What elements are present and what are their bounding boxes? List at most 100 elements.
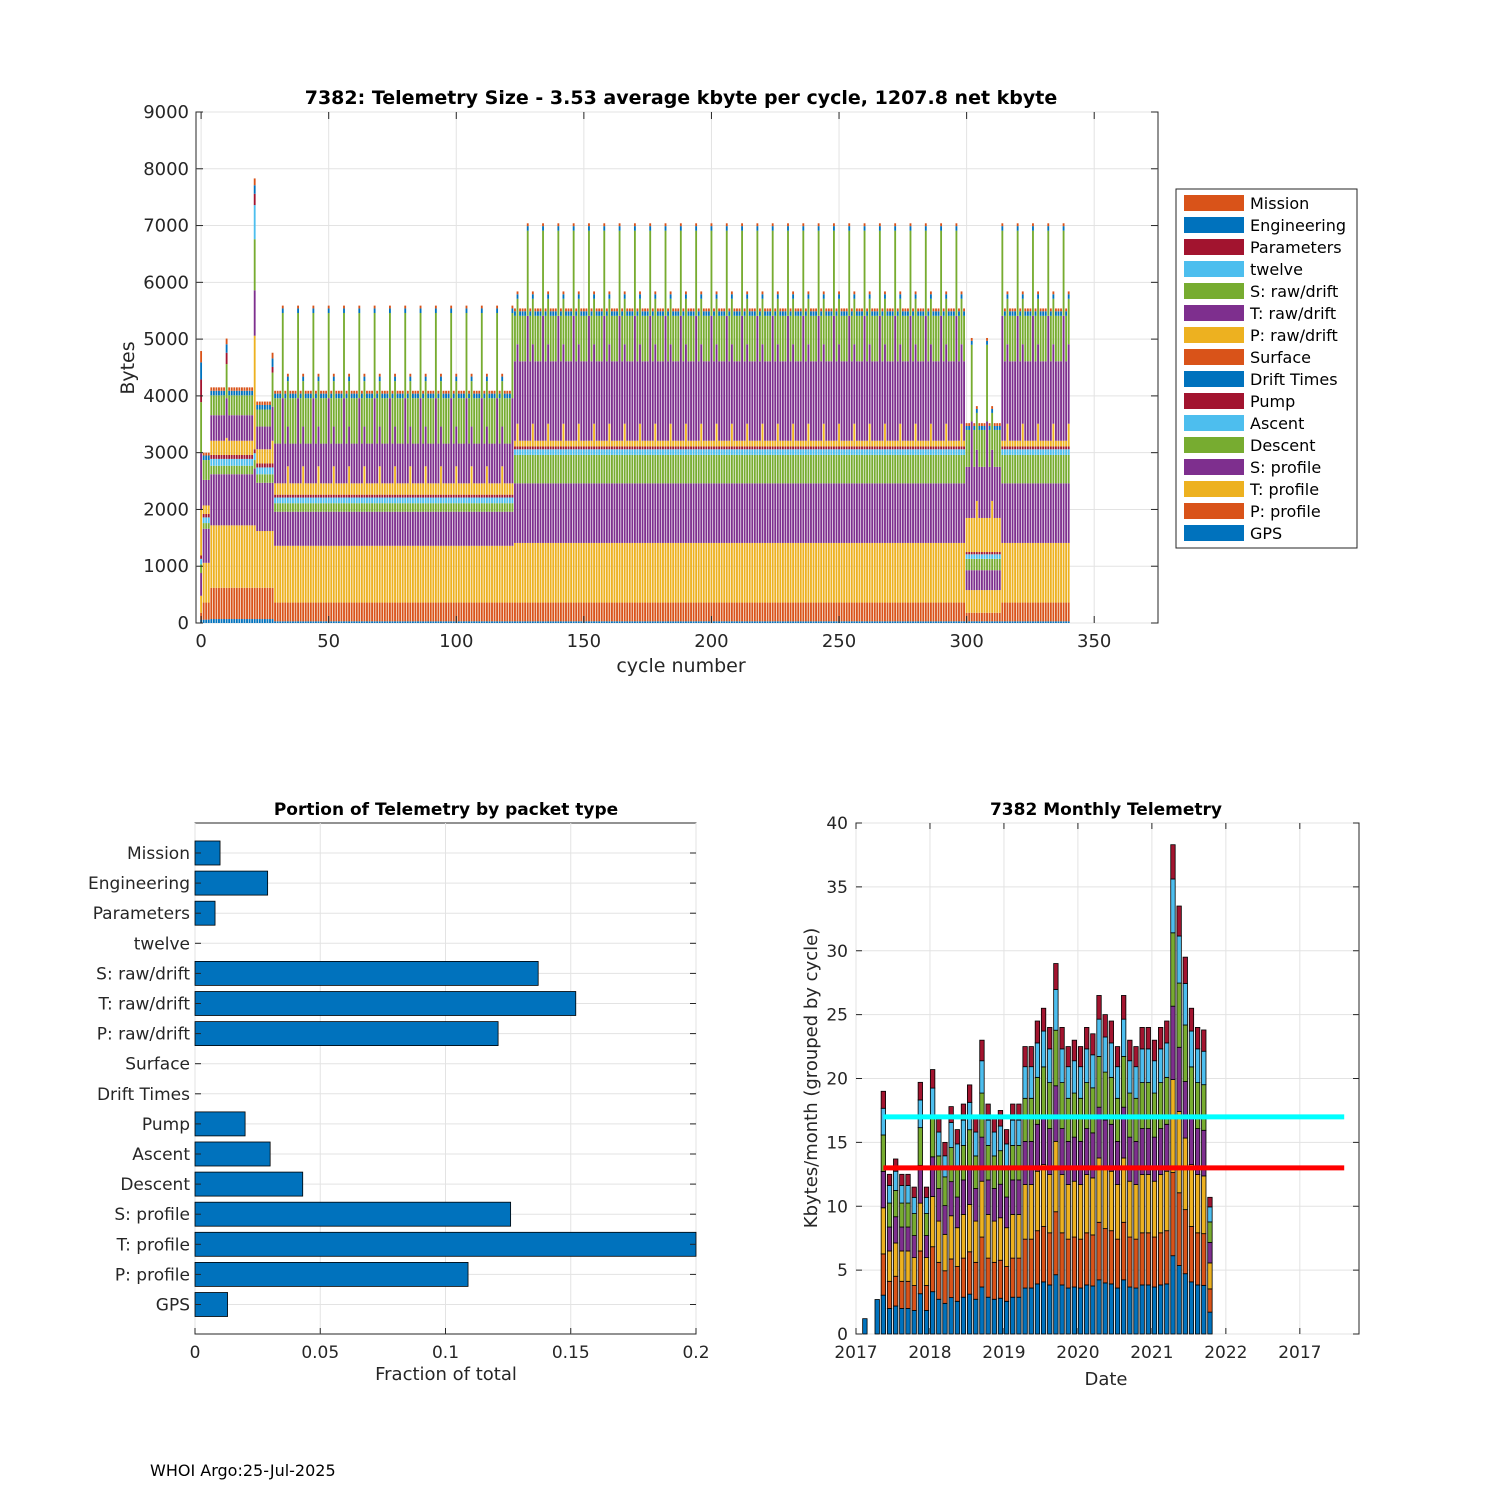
- cycle-bar-segment: [307, 602, 310, 622]
- cycle-bar-segment: [325, 497, 328, 504]
- cycle-bar-segment: [981, 590, 983, 613]
- cycle-bar-segment: [988, 466, 991, 518]
- cycle-bar-segment: [529, 308, 532, 312]
- cycle-bar-segment: [843, 454, 846, 484]
- monthly-bar-segment: [973, 1220, 979, 1263]
- monthly-bar-segment: [967, 1204, 973, 1253]
- monthly-bar-segment: [1047, 1082, 1053, 1129]
- cycle-bar-segment: [373, 602, 376, 622]
- cycle-bar-segment: [891, 449, 894, 455]
- cycle-bar-segment: [797, 454, 800, 484]
- cycle-bar-segment: [386, 494, 389, 498]
- cycle-bar-segment: [1060, 542, 1062, 603]
- cycle-bar-segment: [366, 398, 368, 444]
- cycle-bar-segment: [664, 226, 667, 231]
- portion-bar: [194, 1171, 304, 1197]
- monthly-ytick-label: 35: [826, 878, 848, 898]
- cycle-bar-segment: [552, 361, 555, 441]
- cycle-bar-segment: [797, 446, 800, 450]
- cycle-bar-segment: [981, 621, 983, 623]
- cycle-bar-segment: [853, 621, 856, 623]
- cycle-bar-segment: [690, 315, 692, 362]
- cycle-bar-segment: [424, 376, 427, 382]
- cycle-bar-segment: [656, 311, 659, 316]
- cycle-bar-segment: [840, 446, 843, 450]
- cycle-bar-segment: [411, 390, 414, 394]
- cycle-bar-segment: [623, 483, 626, 543]
- cycle-bar-segment: [289, 545, 292, 603]
- cycle-bar-segment: [256, 531, 259, 588]
- cycle-bar-segment: [355, 443, 358, 484]
- cycle-bar-segment: [251, 415, 254, 441]
- cycle-bar-segment: [945, 344, 948, 424]
- cycle-bar-segment: [644, 361, 647, 441]
- cycle-bar-segment: [789, 602, 792, 622]
- legend-swatch: [1184, 261, 1244, 277]
- cycle-bar-segment: [960, 602, 963, 622]
- cycle-bar-segment: [937, 361, 940, 441]
- cycle-bar-segment: [662, 483, 664, 543]
- cycle-bar-segment: [590, 621, 593, 623]
- cycle-bar-segment: [830, 621, 833, 623]
- cycle-bar-segment: [697, 449, 700, 455]
- cycle-bar-segment: [266, 409, 269, 427]
- cycle-bar-segment: [651, 454, 654, 484]
- cycle-bar-segment: [235, 415, 238, 441]
- legend-label: Pump: [1250, 392, 1295, 411]
- cycle-bar-segment: [1034, 542, 1037, 603]
- cycle-bar-segment: [524, 311, 527, 316]
- cycle-bar-segment: [565, 602, 567, 622]
- cycle-bar-segment: [876, 315, 879, 362]
- cycle-bar-segment: [618, 446, 621, 450]
- cycle-bar-segment: [292, 398, 294, 444]
- cycle-bar-segment: [557, 542, 560, 603]
- cycle-bar-segment: [353, 494, 356, 498]
- cycle-bar-segment: [1024, 361, 1027, 441]
- cycle-bar-segment: [669, 291, 672, 295]
- cycle-bar-segment: [896, 454, 899, 484]
- cycle-bar-segment: [302, 373, 305, 377]
- monthly-bar-segment: [1065, 1046, 1071, 1068]
- cycle-bar-segment: [677, 542, 680, 603]
- cycle-bar-segment: [373, 308, 376, 313]
- cycle-bar-segment: [590, 311, 593, 316]
- monthly-bar-segment: [942, 1233, 948, 1272]
- cycle-bar-segment: [919, 308, 922, 312]
- cycle-bar-segment: [473, 602, 476, 622]
- cycle-bar-segment: [577, 344, 580, 424]
- cycle-bar-segment: [978, 590, 981, 613]
- cycle-bar-segment: [983, 554, 986, 559]
- cycle-bar-segment: [353, 483, 356, 495]
- monthly-bar-segment: [1028, 1066, 1034, 1099]
- cycle-bar-segment: [501, 426, 504, 467]
- cycle-bar-segment: [368, 503, 371, 512]
- cycle-bar-segment: [1003, 454, 1006, 484]
- cycle-bar-segment: [312, 503, 315, 512]
- cycle-bar-segment: [360, 511, 363, 546]
- cycle-bar-segment: [779, 454, 782, 484]
- monthly-bar-segment: [1182, 1024, 1188, 1082]
- cycle-bar-segment: [1021, 446, 1024, 450]
- cycle-bar-segment: [707, 449, 710, 455]
- cycle-bar-segment: [884, 449, 886, 455]
- cycle-bar-segment: [381, 494, 384, 498]
- cycle-bar-segment: [960, 621, 963, 623]
- cycle-bar-segment: [896, 315, 899, 362]
- cycle-bar-segment: [838, 294, 840, 299]
- cycle-bar-segment: [1055, 449, 1057, 455]
- cycle-bar-segment: [511, 398, 514, 484]
- monthly-bar-segment: [985, 1257, 991, 1298]
- cycle-bar-segment: [827, 602, 830, 622]
- cycle-bar-segment: [986, 590, 988, 613]
- cycle-bar-segment: [789, 311, 792, 316]
- cycle-bar-segment: [692, 361, 695, 441]
- cycle-bar-segment: [741, 223, 743, 227]
- cycle-bar-segment: [873, 542, 876, 603]
- cycle-bar-segment: [1034, 446, 1037, 450]
- cycle-bar-segment: [391, 497, 394, 504]
- cycle-bar-segment: [325, 602, 328, 622]
- cycle-bar-segment: [483, 545, 486, 603]
- cycle-bar-segment: [636, 449, 639, 455]
- cycle-bar-segment: [526, 602, 529, 622]
- cycle-bar-segment: [616, 361, 618, 441]
